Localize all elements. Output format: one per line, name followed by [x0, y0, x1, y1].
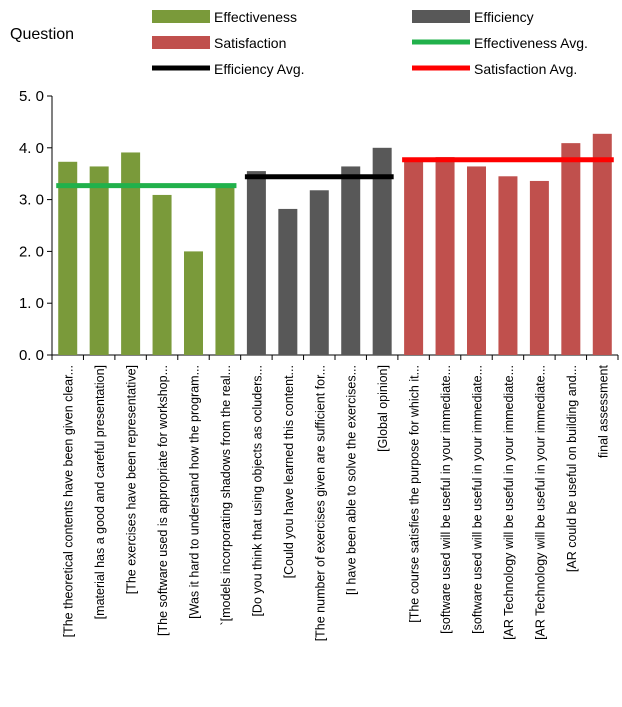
x-tick-label: [Global opinion] [376, 365, 390, 452]
legend-swatch [152, 10, 210, 23]
bar [246, 171, 266, 355]
x-tick-label: [The exercises have been representative] [125, 365, 139, 594]
legend-label: Efficiency Avg. [214, 61, 305, 77]
legend-label: Satisfaction Avg. [474, 61, 577, 77]
y-tick-label: 3. 0 [19, 192, 44, 209]
bar [561, 143, 581, 355]
x-tick-label: [Could you have learned this content... [282, 365, 296, 578]
bar [467, 166, 486, 355]
bar [404, 161, 424, 355]
bar [121, 152, 141, 355]
x-tick-label: [software used will be useful in your im… [439, 365, 453, 634]
x-tick-label: final assessment [596, 364, 610, 458]
x-tick-label: [AR Technology will be useful in your im… [502, 365, 516, 640]
legend-label: Effectiveness [214, 9, 297, 25]
legend-swatch [152, 36, 210, 49]
bar [215, 185, 235, 355]
bar [152, 194, 172, 355]
x-tick-label: [The number of exercises given are suffi… [313, 365, 327, 641]
x-tick-label: [I have been able to solve the exercises… [345, 365, 359, 595]
legend-swatch [412, 10, 470, 23]
y-tick-label: 0. 0 [19, 347, 44, 364]
x-tick-label: [The course satisfies the purpose for wh… [408, 365, 422, 623]
x-tick-label: [software used will be useful in your im… [471, 365, 485, 634]
x-tick-label: [The software used is appropriate for wo… [156, 365, 170, 636]
bar [372, 147, 392, 355]
x-tick-label: [material has a good and careful present… [93, 365, 107, 619]
bar [592, 133, 612, 355]
y-tick-label: 4. 0 [19, 140, 44, 157]
x-tick-label: [AR could be useful on building and... [565, 365, 579, 572]
bar [58, 161, 78, 355]
legend-label: Efficiency [474, 9, 534, 25]
bar [341, 166, 361, 355]
x-tick-label: `[models incorporating shadows from the … [219, 365, 233, 626]
bar [278, 208, 298, 355]
x-tick-label: [AR Technology will be useful in your im… [533, 365, 547, 640]
bar [89, 166, 109, 355]
legend-label: Satisfaction [214, 35, 286, 51]
x-tick-label: [Was it hard to understand how the progr… [188, 365, 202, 619]
y-tick-label: 2. 0 [19, 243, 44, 260]
bar [309, 190, 329, 355]
bar [529, 180, 549, 355]
bar [498, 176, 518, 355]
y-tick-label: 5. 0 [19, 88, 44, 105]
x-tick-label: [Do you think that using objects as oclu… [250, 365, 264, 617]
chart-title: Question [10, 26, 75, 43]
legend-label: Effectiveness Avg. [474, 35, 588, 51]
y-tick-label: 1. 0 [19, 295, 44, 312]
bar [435, 157, 455, 355]
bar [184, 251, 203, 355]
x-tick-label: [The theoretical contents have been give… [62, 365, 76, 637]
